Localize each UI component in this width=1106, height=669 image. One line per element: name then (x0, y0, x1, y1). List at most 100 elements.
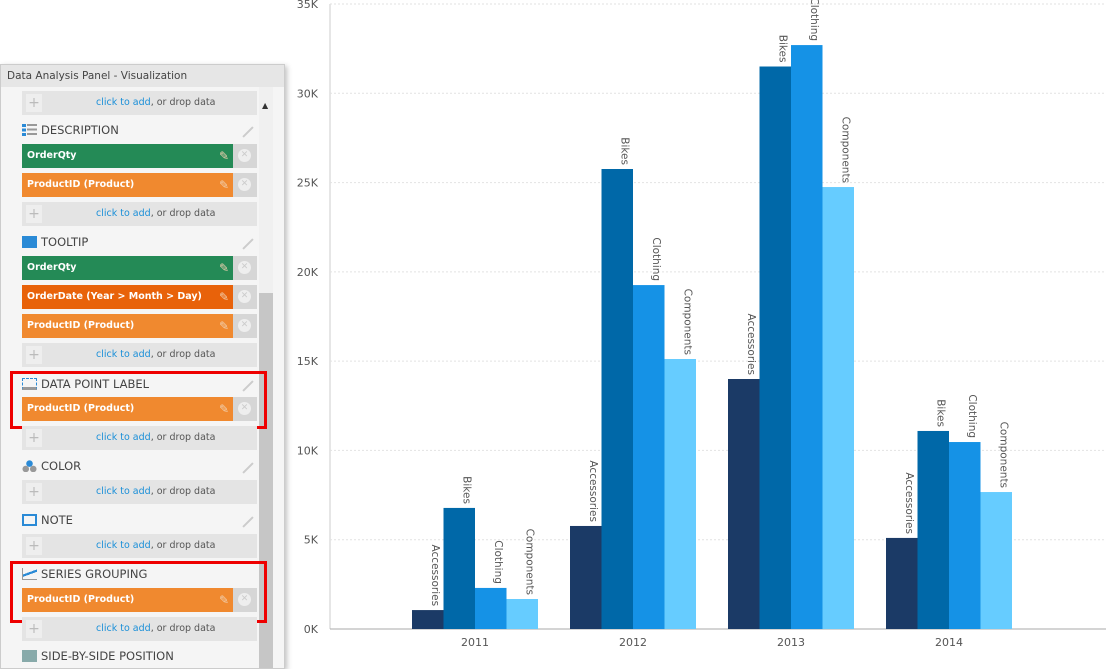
section-side-by-side: SIDE-BY-SIDE POSITION (22, 649, 174, 663)
bar-clothing-2012 (633, 285, 665, 629)
click-to-add-link[interactable]: click to add (96, 432, 151, 443)
x-tick-label: 2014 (935, 636, 963, 649)
add-field-drop[interactable]: + click to add, or drop data (22, 91, 257, 115)
field-productid[interactable]: ProductID (Product) ✎ (22, 397, 233, 421)
y-tick-label: 5K (304, 534, 319, 547)
remove-field-button[interactable]: ✕ (233, 144, 257, 168)
field-label: OrderQty (27, 150, 77, 161)
field-productid[interactable]: ProductID (Product) ✎ (22, 588, 233, 612)
bar-accessories-2011 (412, 610, 444, 629)
close-icon: ✕ (238, 261, 251, 274)
label-icon (22, 378, 37, 390)
remove-field-button[interactable]: ✕ (233, 173, 257, 197)
edit-section-icon[interactable] (242, 238, 254, 250)
pencil-icon[interactable]: ✎ (218, 593, 229, 607)
add-field-drop[interactable]: + click to add, or drop data (22, 343, 257, 367)
y-tick-label: 20K (297, 266, 319, 279)
section-tooltip: TOOLTIP (22, 235, 88, 249)
field-label: ProductID (Product) (27, 594, 135, 605)
bar-accessories-2012 (570, 525, 602, 629)
drop-hint: , or drop data (150, 623, 216, 634)
remove-field-button[interactable]: ✕ (233, 314, 257, 338)
y-tick-label: 15K (297, 355, 319, 368)
click-to-add-link[interactable]: click to add (96, 208, 151, 219)
data-point-label: Bikes (934, 399, 946, 427)
drop-hint: , or drop data (150, 97, 216, 108)
data-point-label: Clothing (650, 237, 662, 281)
pencil-icon[interactable]: ✎ (218, 402, 229, 416)
drop-hint: , or drop data (150, 486, 216, 497)
section-label: NOTE (41, 513, 73, 527)
section-series-grouping: SERIES GROUPING (22, 567, 147, 581)
scroll-thumb[interactable] (259, 293, 273, 668)
section-label: DESCRIPTION (41, 123, 119, 137)
bar-components-2014 (980, 492, 1012, 629)
plus-icon: + (26, 205, 42, 223)
field-productid[interactable]: ProductID (Product) ✎ (22, 314, 233, 338)
section-label: TOOLTIP (41, 235, 89, 249)
edit-section-icon[interactable] (242, 516, 254, 528)
close-icon: ✕ (238, 290, 251, 303)
edit-section-icon[interactable] (242, 462, 254, 474)
click-to-add-link[interactable]: click to add (96, 540, 151, 551)
add-field-drop[interactable]: + click to add, or drop data (22, 617, 257, 641)
section-data-point-label: DATA POINT LABEL (22, 377, 149, 391)
add-field-drop[interactable]: + click to add, or drop data (22, 480, 257, 504)
click-to-add-link[interactable]: click to add (96, 349, 151, 360)
pencil-icon[interactable]: ✎ (218, 178, 229, 192)
close-icon: ✕ (238, 319, 251, 332)
series-lines-icon (22, 568, 37, 580)
pencil-icon[interactable]: ✎ (218, 261, 229, 275)
y-tick-label: 0K (304, 623, 319, 636)
data-point-label: Bikes (618, 137, 630, 165)
data-point-label: Components (681, 289, 693, 355)
x-tick-label: 2011 (461, 636, 489, 649)
add-field-drop[interactable]: + click to add, or drop data (22, 534, 257, 558)
drop-hint: , or drop data (150, 349, 216, 360)
data-point-label: Clothing (966, 394, 978, 438)
data-point-label: Accessories (429, 545, 441, 607)
pencil-icon[interactable]: ✎ (218, 319, 229, 333)
data-point-label: Accessories (587, 460, 599, 522)
remove-field-button[interactable]: ✕ (233, 397, 257, 421)
section-description: DESCRIPTION (22, 123, 119, 137)
pencil-icon[interactable]: ✎ (218, 149, 229, 163)
field-orderqty[interactable]: OrderQty ✎ (22, 256, 233, 280)
drop-hint: , or drop data (150, 540, 216, 551)
data-point-label: Accessories (903, 472, 915, 534)
tooltip-icon (22, 236, 37, 248)
add-field-drop[interactable]: + click to add, or drop data (22, 202, 257, 226)
bar-clothing-2011 (475, 587, 507, 629)
y-tick-label: 10K (297, 444, 319, 457)
bar-accessories-2013 (728, 379, 760, 629)
drop-hint: , or drop data (150, 432, 216, 443)
section-label: DATA POINT LABEL (41, 377, 150, 391)
remove-field-button[interactable]: ✕ (233, 588, 257, 612)
edit-section-icon[interactable] (242, 126, 254, 138)
bar-bikes-2014 (917, 430, 949, 629)
data-point-label: Clothing (808, 0, 820, 41)
y-tick-label: 35K (297, 0, 319, 11)
bar-accessories-2014 (886, 537, 918, 629)
bar-clothing-2014 (949, 442, 981, 629)
y-tick-label: 30K (297, 87, 319, 100)
bar-components-2011 (506, 599, 538, 629)
pencil-icon[interactable]: ✎ (218, 290, 229, 304)
bar-components-2013 (822, 187, 854, 630)
data-point-label: Bikes (776, 35, 788, 63)
close-icon: ✕ (238, 402, 251, 415)
scroll-up-arrow-icon[interactable]: ▲ (262, 101, 269, 110)
data-point-label: Components (997, 422, 1009, 488)
click-to-add-link[interactable]: click to add (96, 623, 151, 634)
field-orderdate[interactable]: OrderDate (Year > Month > Day) ✎ (22, 285, 233, 309)
field-orderqty[interactable]: OrderQty ✎ (22, 144, 233, 168)
remove-field-button[interactable]: ✕ (233, 285, 257, 309)
field-productid[interactable]: ProductID (Product) ✎ (22, 173, 233, 197)
add-field-drop[interactable]: + click to add, or drop data (22, 426, 257, 450)
click-to-add-link[interactable]: click to add (96, 486, 151, 497)
section-color: COLOR (22, 459, 81, 473)
click-to-add-link[interactable]: click to add (96, 97, 151, 108)
remove-field-button[interactable]: ✕ (233, 256, 257, 280)
drop-hint: , or drop data (150, 208, 216, 219)
data-point-label: Accessories (745, 313, 757, 375)
